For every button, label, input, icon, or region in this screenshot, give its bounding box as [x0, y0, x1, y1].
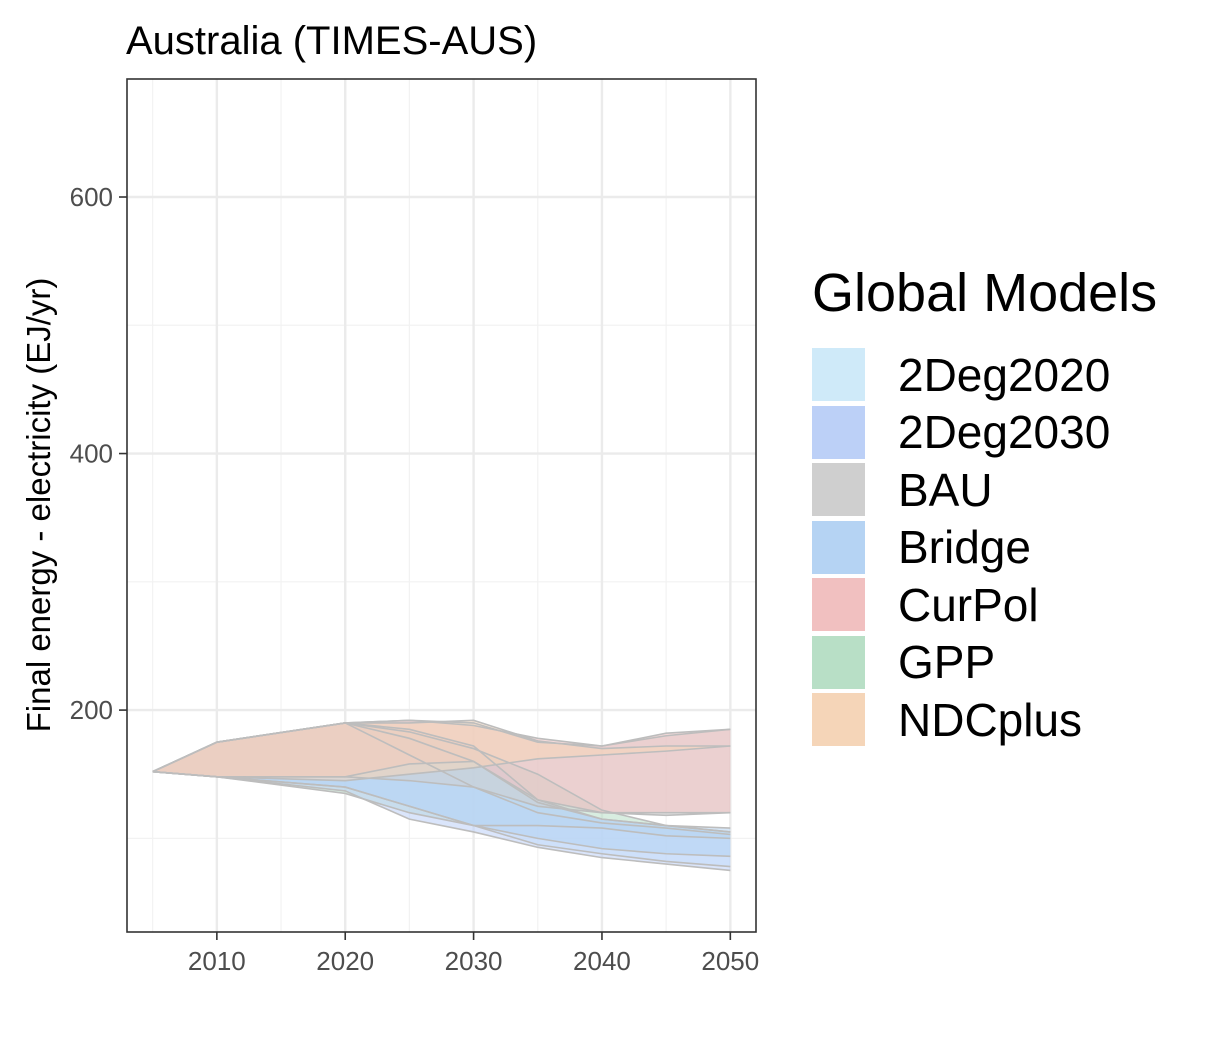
major-gridlines	[127, 79, 756, 932]
x-tick-label: 2020	[316, 946, 374, 976]
lower-line-curpol	[152, 760, 731, 814]
legend-label: 2Deg2020	[898, 348, 1111, 401]
legend-label: GPP	[898, 636, 996, 689]
legend-label: Bridge	[898, 521, 1031, 574]
x-tick-label: 2030	[445, 946, 503, 976]
legend-item-ndcplus: NDCplus	[812, 691, 1222, 749]
legend-label: CurPol	[898, 578, 1039, 631]
legend-item-bau: BAU	[812, 461, 1222, 519]
legend-label: BAU	[898, 463, 993, 516]
plot-panel-border	[126, 78, 757, 933]
legend-item-bridge: Bridge	[812, 519, 1222, 577]
legend-label: 2Deg2030	[898, 406, 1111, 459]
legend-title: Global Models	[812, 263, 1158, 323]
legend-key-ndcplus	[812, 693, 865, 747]
legend-key-bridge	[812, 520, 865, 574]
legend-key-2deg2020	[812, 348, 865, 402]
legend-item-2deg2020: 2Deg2020	[812, 346, 1222, 404]
y-tick-label: 400	[70, 439, 113, 469]
lower-line-bridge	[152, 770, 731, 858]
y-axis: 200 400 600	[70, 182, 127, 725]
x-axis: 2010 2020 2030 2040 2050	[188, 932, 759, 976]
lower-line-2deg2030	[152, 770, 731, 872]
legend: Global Models 2Deg2020 2Deg2030 BAU Bridge C…	[812, 262, 1222, 749]
legend-key-2deg2030	[812, 405, 865, 459]
legend-label: NDCplus	[898, 693, 1083, 746]
lower-line-ndcplus	[152, 745, 731, 782]
legend-key-curpol	[812, 578, 865, 632]
x-tick-label: 2050	[701, 946, 759, 976]
legend-key-bau	[812, 463, 865, 517]
y-axis-label: Final energy - electricity (EJ/yr)	[20, 278, 57, 733]
x-tick-label: 2010	[188, 946, 246, 976]
x-tick-label: 2040	[573, 946, 631, 976]
upper-line-ndcplus	[152, 719, 731, 773]
legend-key-gpp	[812, 635, 865, 689]
legend-item-curpol: CurPol	[812, 576, 1222, 634]
legend-items: 2Deg2020 2Deg2030 BAU Bridge CurPol GPP NDCplu…	[812, 346, 1222, 749]
y-tick-label: 600	[70, 182, 113, 212]
legend-item-gpp: GPP	[812, 634, 1222, 692]
ribbon-edge-lines	[152, 719, 731, 872]
legend-item-2deg2030: 2Deg2030	[812, 404, 1222, 462]
chart-title: Australia (TIMES-AUS)	[126, 19, 537, 63]
y-tick-label: 200	[70, 695, 113, 725]
